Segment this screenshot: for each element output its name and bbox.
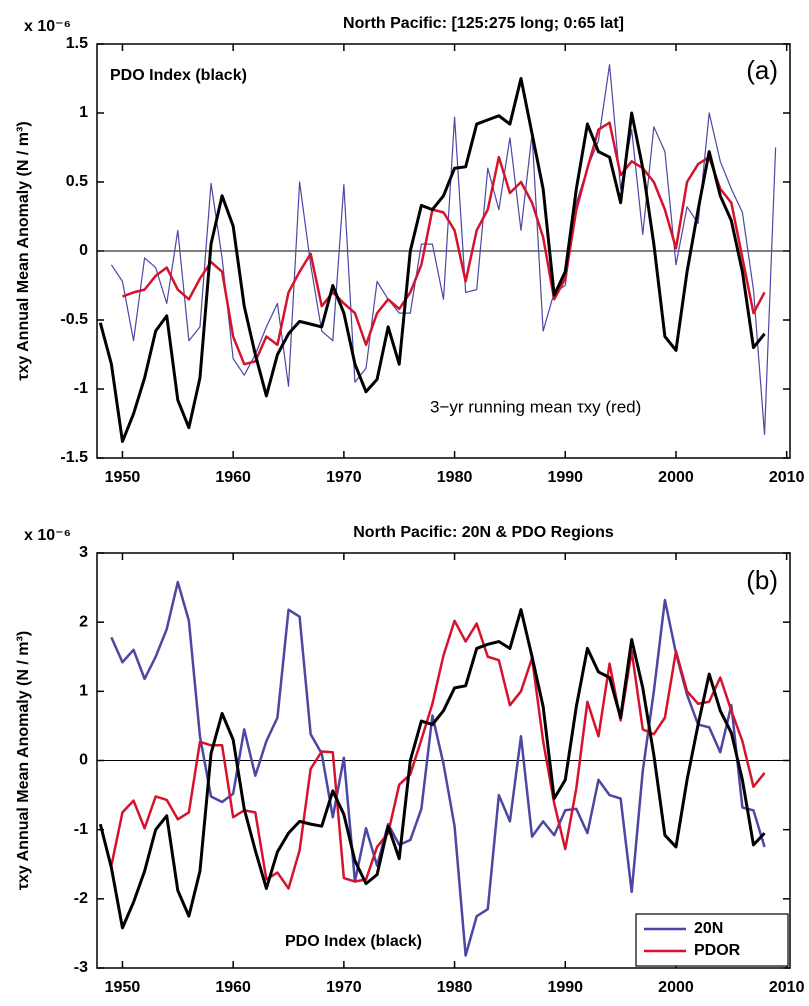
y-tick-label: -1: [74, 380, 88, 397]
y-tick-label: 0.5: [66, 173, 88, 190]
y-multiplier: x 10⁻⁶: [24, 527, 71, 544]
annotation: 3−yr running mean τxy (red): [430, 397, 641, 416]
series-line: [98, 608, 766, 930]
series-line: [122, 121, 766, 366]
y-tick-label: 0: [79, 242, 88, 259]
legend-box: [635, 913, 789, 967]
series-line: [110, 619, 766, 890]
annotation: (a): [746, 55, 778, 85]
x-tick-label: 2010: [769, 979, 805, 996]
x-tick-label: 1990: [547, 979, 583, 996]
x-tick-label: 1970: [326, 469, 362, 486]
chart-title: North Pacific: 20N & PDO Regions: [353, 524, 614, 541]
chart-title: North Pacific: [125:275 long; 0:65 lat]: [343, 15, 624, 32]
x-tick-label: 1990: [547, 469, 583, 486]
y-tick-label: 1: [79, 104, 88, 121]
y-axis-label: τxy Annual Mean Anomaly (N / m³): [15, 631, 32, 890]
y-tick-label: -2: [74, 890, 88, 907]
series-line: [98, 77, 766, 443]
legend: 20N PDOR: [635, 913, 789, 967]
y-tick-label: -1: [74, 821, 88, 838]
y-tick-label: 1.5: [66, 35, 88, 52]
annotation: (b): [746, 565, 778, 595]
x-tick-label: 1980: [437, 979, 473, 996]
legend-label: PDOR: [694, 942, 741, 959]
x-tick-label: 1980: [437, 469, 473, 486]
x-tick-label: 1960: [215, 979, 251, 996]
y-tick-label: -1.5: [60, 449, 88, 466]
y-multiplier: x 10⁻⁶: [24, 18, 71, 35]
y-tick-label: 1: [79, 683, 88, 700]
x-tick-label: 2010: [769, 469, 805, 486]
x-tick-label: 1970: [326, 979, 362, 996]
y-tick-label: -0.5: [60, 311, 88, 328]
x-tick-label: 1960: [215, 469, 251, 486]
y-tick-label: -3: [74, 959, 88, 976]
x-tick-label: 2000: [658, 469, 694, 486]
y-axis-label: τxy Annual Mean Anomaly (N / m³): [15, 121, 32, 380]
y-tick-label: 2: [79, 613, 88, 630]
panel: North Pacific: 20N & PDO Regions x 10⁻⁶ τx…: [15, 524, 804, 996]
series-line: [110, 580, 766, 957]
y-tick-label: 3: [79, 544, 88, 561]
x-tick-label: 1950: [105, 469, 141, 486]
panel: North Pacific: [125:275 long; 0:65 lat] x…: [15, 15, 804, 486]
y-tick-label: 0: [79, 752, 88, 769]
x-tick-label: 1950: [105, 979, 141, 996]
legend-label: 20N: [694, 920, 723, 937]
annotation: PDO Index (black): [285, 933, 422, 950]
series-line: [110, 64, 777, 436]
annotation: PDO Index (black): [110, 67, 247, 84]
x-tick-label: 2000: [658, 979, 694, 996]
